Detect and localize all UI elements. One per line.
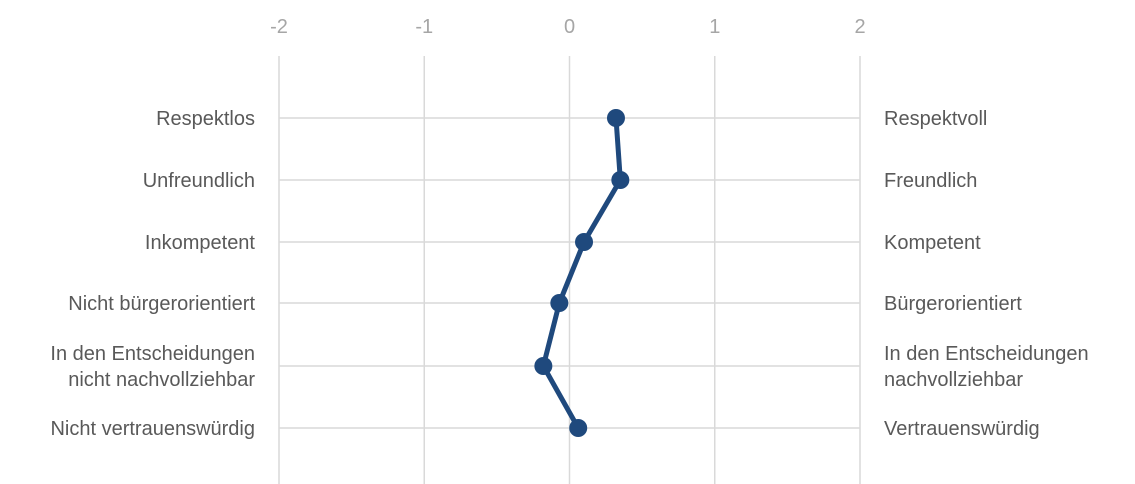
label-line: nicht nachvollziehbar	[68, 369, 255, 391]
label-line: Vertrauenswürdig	[884, 418, 1040, 440]
left-label: Inkompetent	[145, 232, 256, 254]
data-point	[611, 171, 630, 189]
label-line: Nicht vertrauenswürdig	[50, 418, 255, 440]
label-line: Inkompetent	[145, 232, 256, 254]
right-label: Respektvoll	[884, 108, 987, 130]
data-point	[575, 233, 594, 251]
x-axis-ticks: -2 -1 0 1 2	[270, 16, 865, 38]
left-label: Nicht vertrauenswürdig	[50, 418, 255, 440]
left-label: Respektlos	[156, 108, 255, 130]
data-point	[534, 357, 553, 375]
right-label: Freundlich	[884, 170, 977, 192]
right-labels: Respektvoll Freundlich Kompetent Bürgerorie…	[884, 108, 1089, 440]
label-line: Kompetent	[884, 232, 981, 254]
data-point	[606, 109, 625, 127]
right-label: In den Entscheidungen nachvollziehbar	[884, 343, 1089, 391]
series-line	[540, 115, 623, 431]
x-tick-label: -1	[415, 16, 433, 38]
label-line: Freundlich	[884, 170, 977, 192]
data-point	[569, 419, 588, 437]
grid	[278, 56, 861, 484]
x-tick-label: 0	[564, 16, 575, 38]
label-line: Respektvoll	[884, 108, 987, 130]
data-point	[550, 294, 569, 312]
series	[534, 109, 630, 437]
x-tick-label: 1	[709, 16, 720, 38]
left-label: Nicht bürgerorientiert	[68, 293, 255, 315]
right-label: Bürgerorientiert	[884, 293, 1022, 315]
label-line: nachvollziehbar	[884, 369, 1023, 391]
label-line: Respektlos	[156, 108, 255, 130]
label-line: Bürgerorientiert	[884, 293, 1022, 315]
left-label: In den Entscheidungen nicht nachvollziehb…	[50, 343, 255, 391]
x-tick-label: -2	[270, 16, 288, 38]
label-line: Unfreundlich	[143, 170, 255, 192]
right-label: Vertrauenswürdig	[884, 418, 1040, 440]
right-label: Kompetent	[884, 232, 981, 254]
label-line: Nicht bürgerorientiert	[68, 293, 255, 315]
left-label: Unfreundlich	[143, 170, 255, 192]
label-line: In den Entscheidungen	[50, 343, 255, 365]
label-line: In den Entscheidungen	[884, 343, 1089, 365]
x-tick-label: 2	[854, 16, 865, 38]
left-labels: Respektlos Unfreundlich Inkompetent Nicht b…	[50, 108, 255, 440]
